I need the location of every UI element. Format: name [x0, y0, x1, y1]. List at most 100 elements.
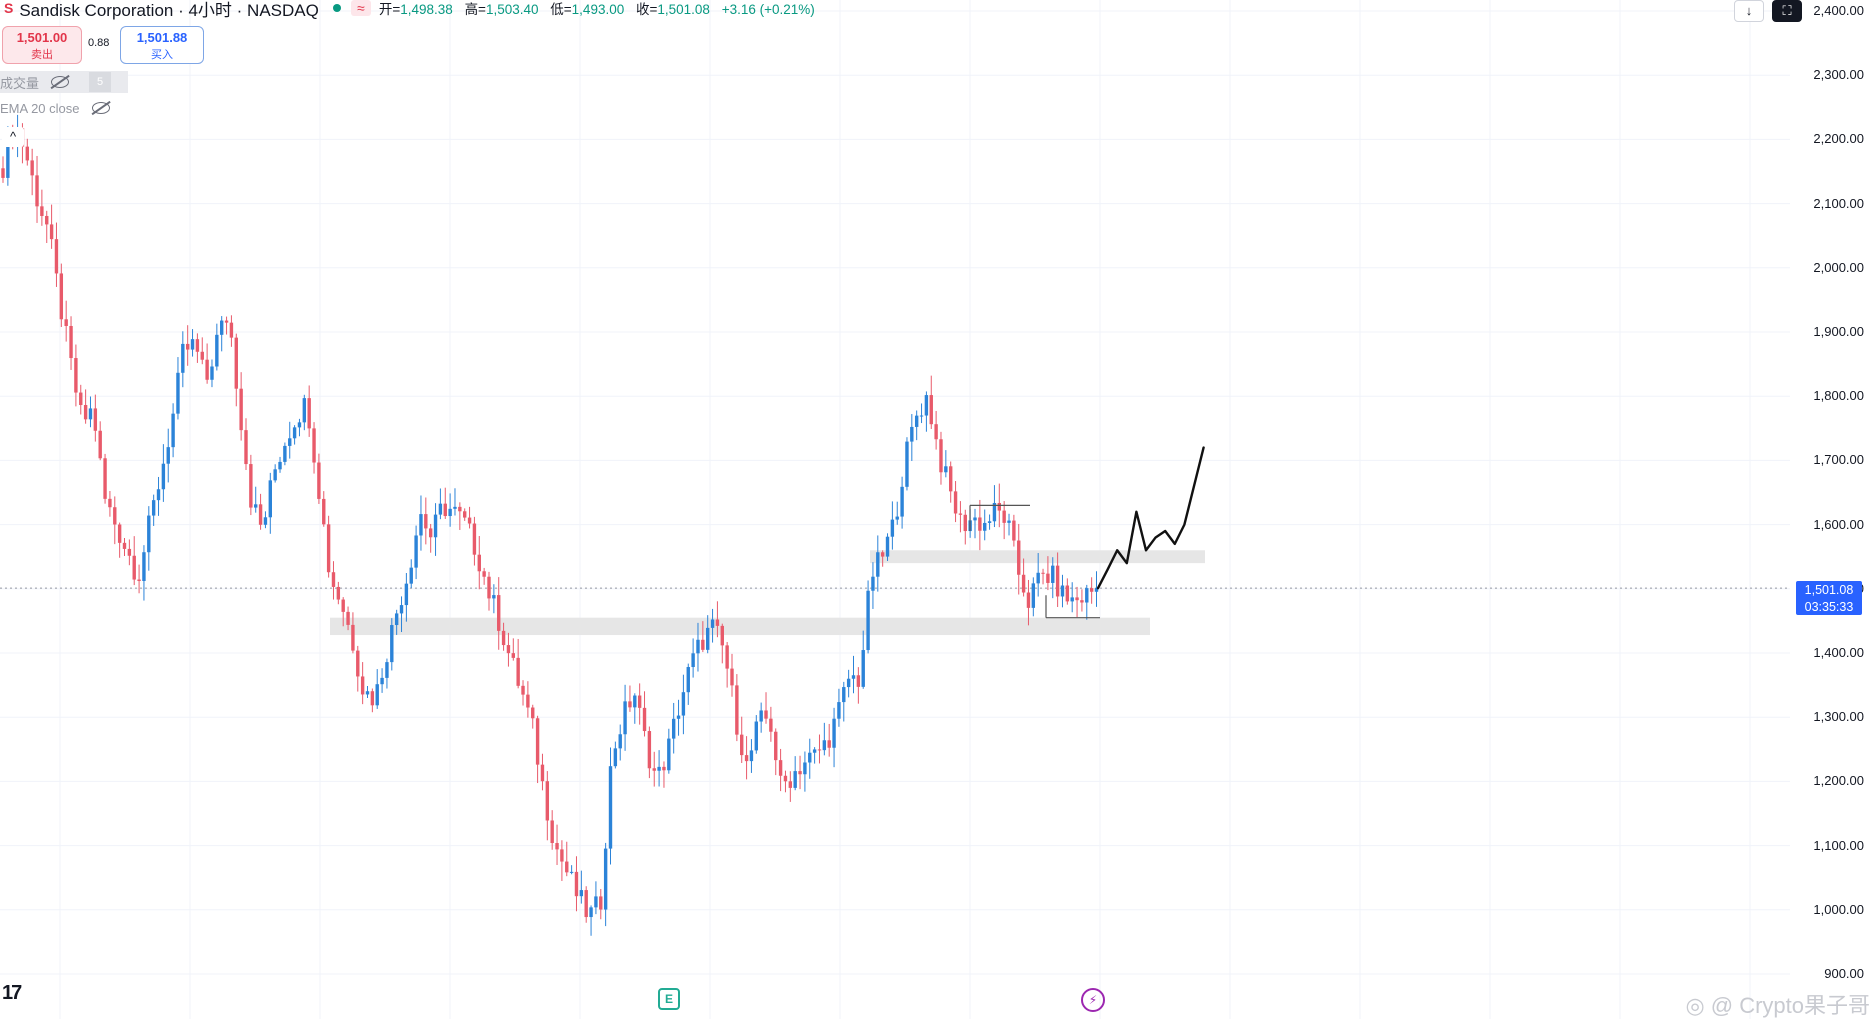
- candle-body: [944, 466, 948, 473]
- candle-body: [715, 619, 720, 626]
- fullscreen-icon[interactable]: ⛶: [1772, 0, 1802, 22]
- ema-label: EMA 20 close: [0, 100, 80, 116]
- candle-body: [924, 395, 929, 416]
- spread-value: 0.88: [88, 37, 110, 49]
- candle-body: [487, 576, 491, 599]
- candle-body: [856, 675, 861, 687]
- candle-body: [312, 428, 316, 463]
- ema-indicator[interactable]: EMA 20 close: [0, 97, 110, 119]
- sell-button[interactable]: 1,501.00 卖出: [2, 26, 82, 64]
- candle-body: [764, 710, 768, 719]
- candle-body: [297, 422, 302, 428]
- candle-body: [526, 694, 530, 708]
- candle-body: [113, 507, 117, 525]
- news-event-icon[interactable]: ⚡: [1081, 988, 1105, 1012]
- candle-body: [565, 861, 569, 873]
- buy-price: 1,501.88: [136, 30, 188, 45]
- candle-body: [555, 843, 559, 850]
- candle-body: [156, 489, 161, 501]
- candle-body: [83, 405, 88, 420]
- collapse-legend-button[interactable]: ^: [2, 127, 24, 147]
- download-icon[interactable]: ↓: [1734, 0, 1764, 22]
- candle-body: [224, 320, 229, 323]
- candle-body: [35, 175, 39, 207]
- candle-body: [900, 486, 904, 517]
- hide-eye-icon[interactable]: [51, 76, 70, 88]
- candle-body: [550, 820, 554, 844]
- candle-body: [185, 343, 190, 350]
- candle-body: [1007, 520, 1011, 523]
- candle-body: [1021, 574, 1026, 593]
- candle-body: [326, 524, 331, 573]
- sell-label: 卖出: [31, 49, 53, 61]
- candle-body: [147, 515, 151, 553]
- candle-body: [190, 339, 195, 350]
- candle-body: [613, 748, 618, 767]
- candle-body: [662, 766, 666, 771]
- volume-indicator[interactable]: 成交量 5: [0, 71, 128, 93]
- candle-body: [137, 579, 141, 581]
- candle-body: [890, 519, 895, 537]
- candle-body: [720, 625, 724, 646]
- volume-badge[interactable]: 5: [89, 72, 112, 92]
- candle-body: [769, 718, 773, 732]
- candle-body: [375, 684, 379, 706]
- candle-body: [788, 781, 793, 788]
- candle-body: [1070, 597, 1074, 602]
- candle-body: [647, 731, 652, 769]
- candle-body: [132, 555, 136, 580]
- candle-body: [414, 535, 418, 568]
- symbol-title[interactable]: Sandisk Corporation · 4小时 · NASDAQ: [19, 0, 319, 20]
- candle-body: [108, 498, 112, 508]
- candle-body: [1, 168, 5, 178]
- candle-body: [234, 337, 238, 389]
- candle-body: [307, 398, 311, 429]
- candle-body: [706, 627, 710, 650]
- candle-body: [953, 491, 958, 514]
- buy-button[interactable]: 1,501.88 买入: [120, 26, 204, 64]
- candle-body: [812, 749, 817, 753]
- chart-header: S Sandisk Corporation · 4小时 · NASDAQ ≈ 开…: [0, 0, 815, 20]
- top-right-toolbar: ↓ ⛶: [1734, 0, 1802, 22]
- candle-body: [166, 447, 170, 464]
- candle-body: [516, 657, 520, 686]
- axis-tick-label: 1,900.00: [1813, 324, 1864, 339]
- candle-body: [978, 517, 982, 531]
- candle-body: [880, 552, 885, 557]
- hide-eye-icon[interactable]: [91, 102, 110, 114]
- candle-body: [973, 517, 977, 521]
- tradingview-logo[interactable]: 17: [2, 982, 22, 1004]
- candle-body: [987, 521, 992, 523]
- candle-body: [832, 718, 836, 748]
- candle-body: [438, 503, 443, 515]
- candle-body: [351, 624, 355, 651]
- candle-body: [730, 668, 734, 686]
- candle-body: [482, 571, 486, 577]
- candle-body: [1085, 588, 1089, 603]
- candle-body: [1026, 592, 1031, 608]
- candle-body: [594, 896, 598, 908]
- candle-body: [30, 160, 34, 176]
- candle-body: [914, 415, 919, 427]
- candle-body: [885, 536, 890, 557]
- close-value: 1,501.08: [657, 2, 710, 17]
- candle-body: [205, 359, 209, 380]
- candle-body: [341, 599, 345, 612]
- high-value: 1,503.40: [485, 2, 539, 17]
- candle-body: [501, 630, 506, 646]
- candle-body: [1080, 600, 1084, 603]
- axis-tick-label: 2,100.00: [1813, 195, 1864, 211]
- candle-body: [540, 764, 545, 782]
- current-price-tag: 1,501.08 03:35:33: [1796, 581, 1862, 615]
- wave-icon[interactable]: ≈: [350, 0, 371, 16]
- candle-body: [380, 677, 384, 685]
- earnings-event-icon[interactable]: E: [658, 988, 680, 1010]
- candle-body: [25, 146, 29, 161]
- candle-body: [696, 639, 700, 654]
- projection-path: [1096, 446, 1205, 590]
- candle-body: [579, 890, 584, 897]
- candle-body: [278, 461, 282, 470]
- candle-body: [433, 514, 438, 538]
- candle-body: [463, 511, 467, 518]
